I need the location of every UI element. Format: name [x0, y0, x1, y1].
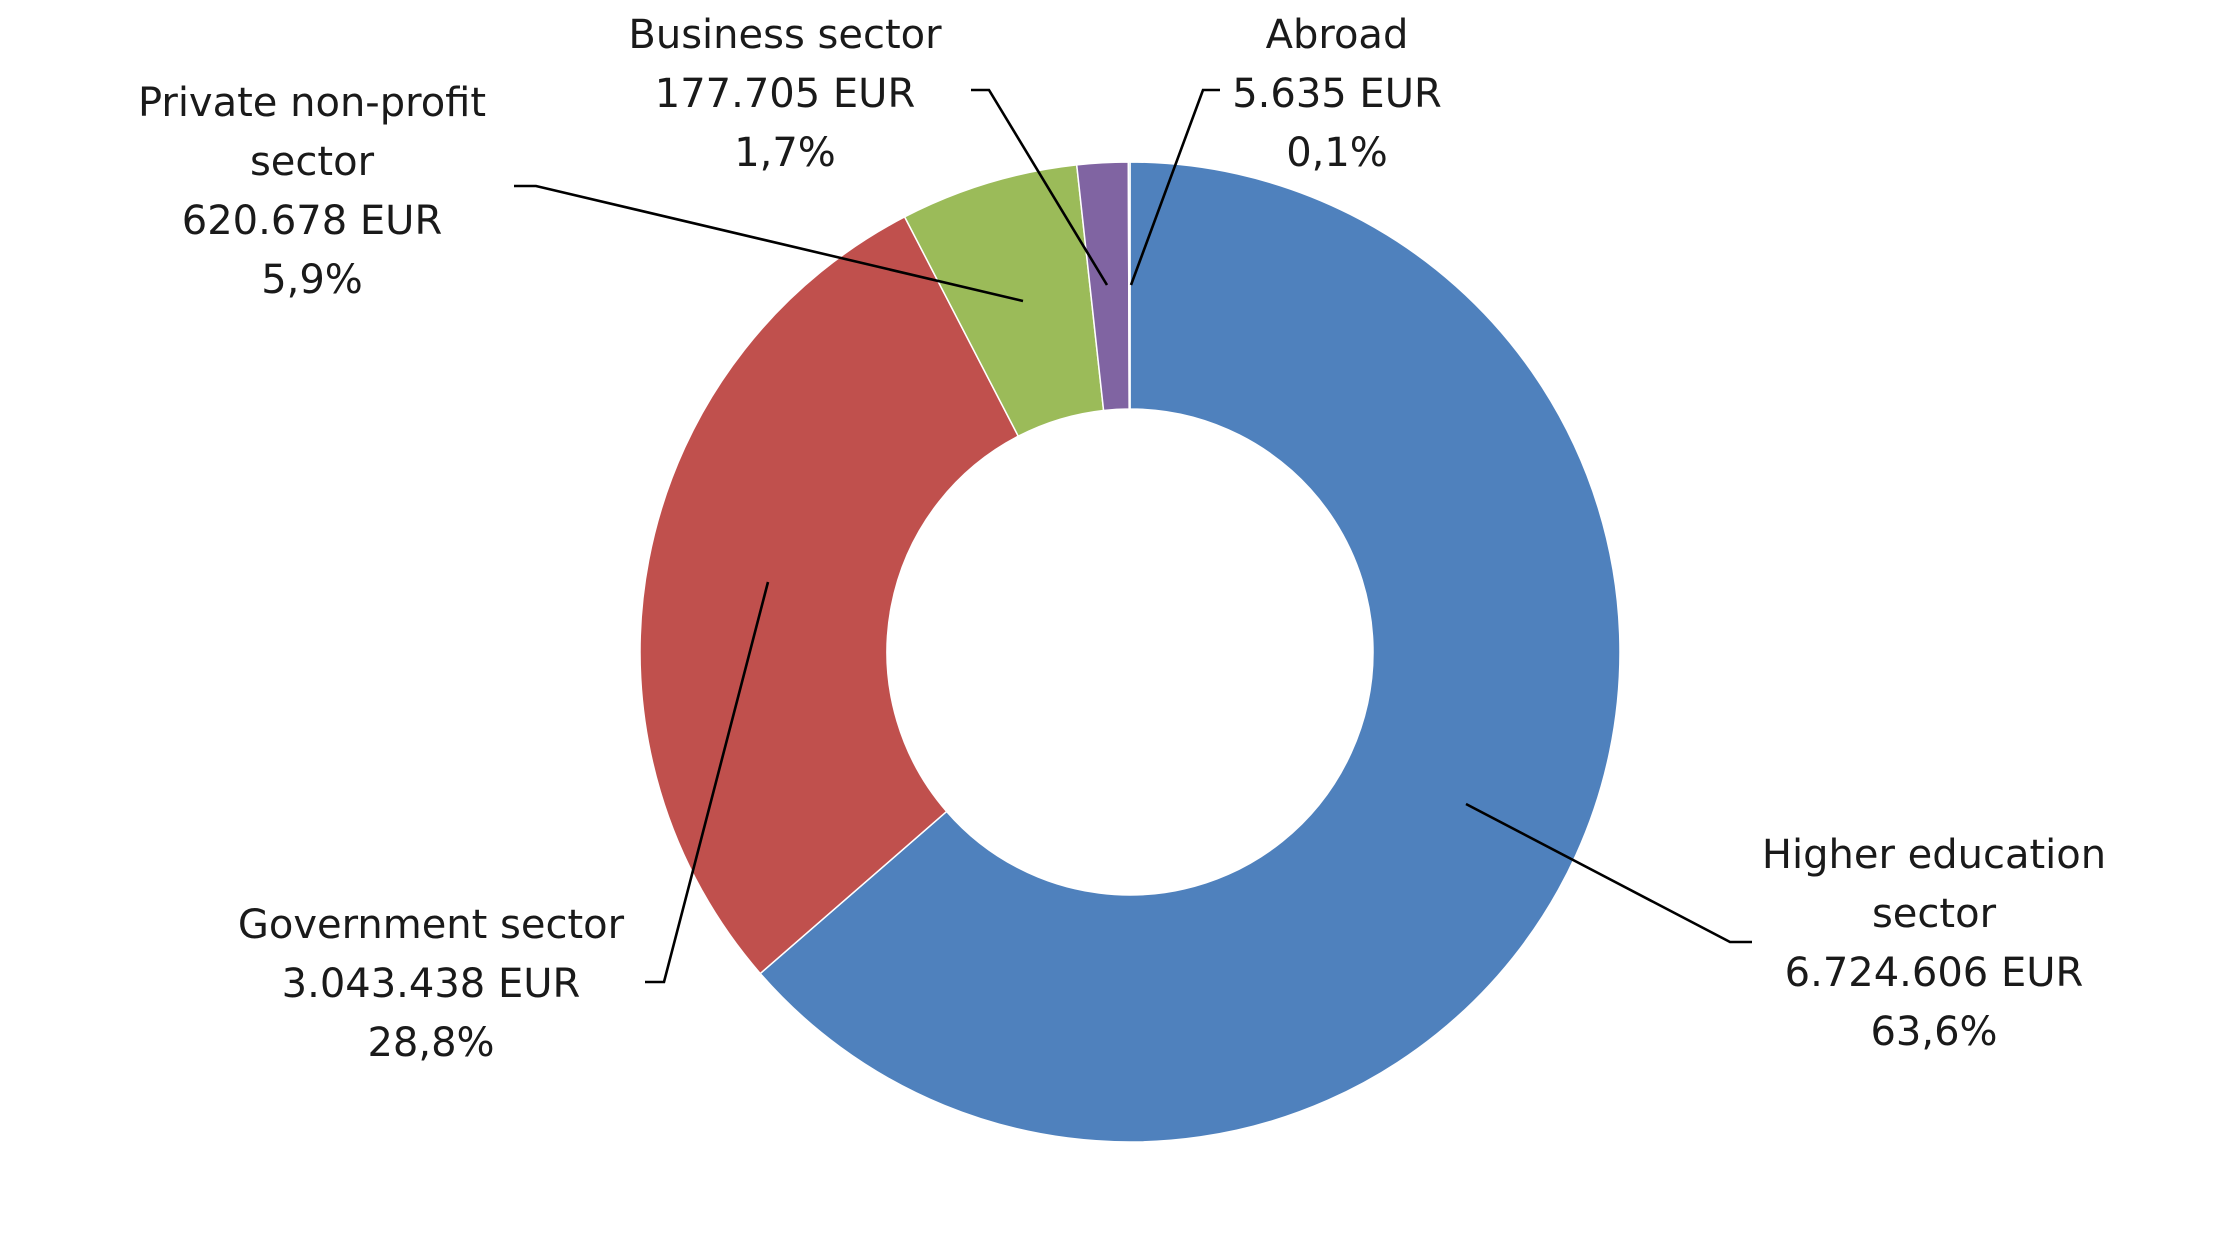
- leader-line-private-non-profit-sector: [514, 184, 1024, 303]
- data-label-abroad: Abroad 5.635 EUR 0,1%: [1232, 12, 1442, 176]
- slice-name-line: Business sector: [628, 12, 942, 58]
- slice-percent: 28,8%: [367, 1020, 494, 1066]
- leader-lines-layer: [514, 88, 1752, 984]
- donut-slice-higher-education-sector: [759, 161, 1621, 1143]
- labels-layer: Higher education sector 6.724.606 EUR 63,6%…: [138, 12, 2106, 1066]
- slice-value: 620.678 EUR: [182, 198, 442, 244]
- slice-name-line: Abroad: [1266, 12, 1409, 58]
- data-label-higher-education-sector: Higher education sector 6.724.606 EUR 63,6%: [1762, 832, 2106, 1055]
- slice-name-line: sector: [1872, 891, 1997, 937]
- slice-value: 5.635 EUR: [1232, 71, 1442, 117]
- data-label-business-sector: Business sector 177.705 EUR 1,7%: [628, 12, 942, 176]
- slice-name-line: sector: [250, 139, 375, 185]
- leader-line-abroad: [1129, 88, 1220, 286]
- slice-percent: 63,6%: [1870, 1009, 1997, 1055]
- slice-percent: 0,1%: [1286, 130, 1388, 176]
- leader-line-business-sector: [971, 88, 1109, 286]
- slice-name-line: Private non-profit: [138, 80, 486, 126]
- slice-value: 3.043.438 EUR: [282, 961, 581, 1007]
- data-label-private-non-profit-sector: Private non-profit sector 620.678 EUR 5,9%: [138, 80, 486, 303]
- slice-value: 6.724.606 EUR: [1785, 950, 2084, 996]
- leader-line-government-sector: [645, 581, 770, 984]
- slice-value: 177.705 EUR: [655, 71, 915, 117]
- donut-slice-abroad: [1127, 161, 1131, 410]
- leader-line-higher-education-sector: [1465, 802, 1752, 944]
- slice-name-line: Government sector: [238, 902, 625, 948]
- data-label-government-sector: Government sector 3.043.438 EUR 28,8%: [238, 902, 625, 1066]
- slice-name-line: Higher education: [1762, 832, 2106, 878]
- donut-slice-government-sector: [639, 215, 1020, 975]
- slice-percent: 5,9%: [261, 257, 363, 303]
- slices-layer: [639, 161, 1621, 1143]
- slice-percent: 1,7%: [734, 130, 836, 176]
